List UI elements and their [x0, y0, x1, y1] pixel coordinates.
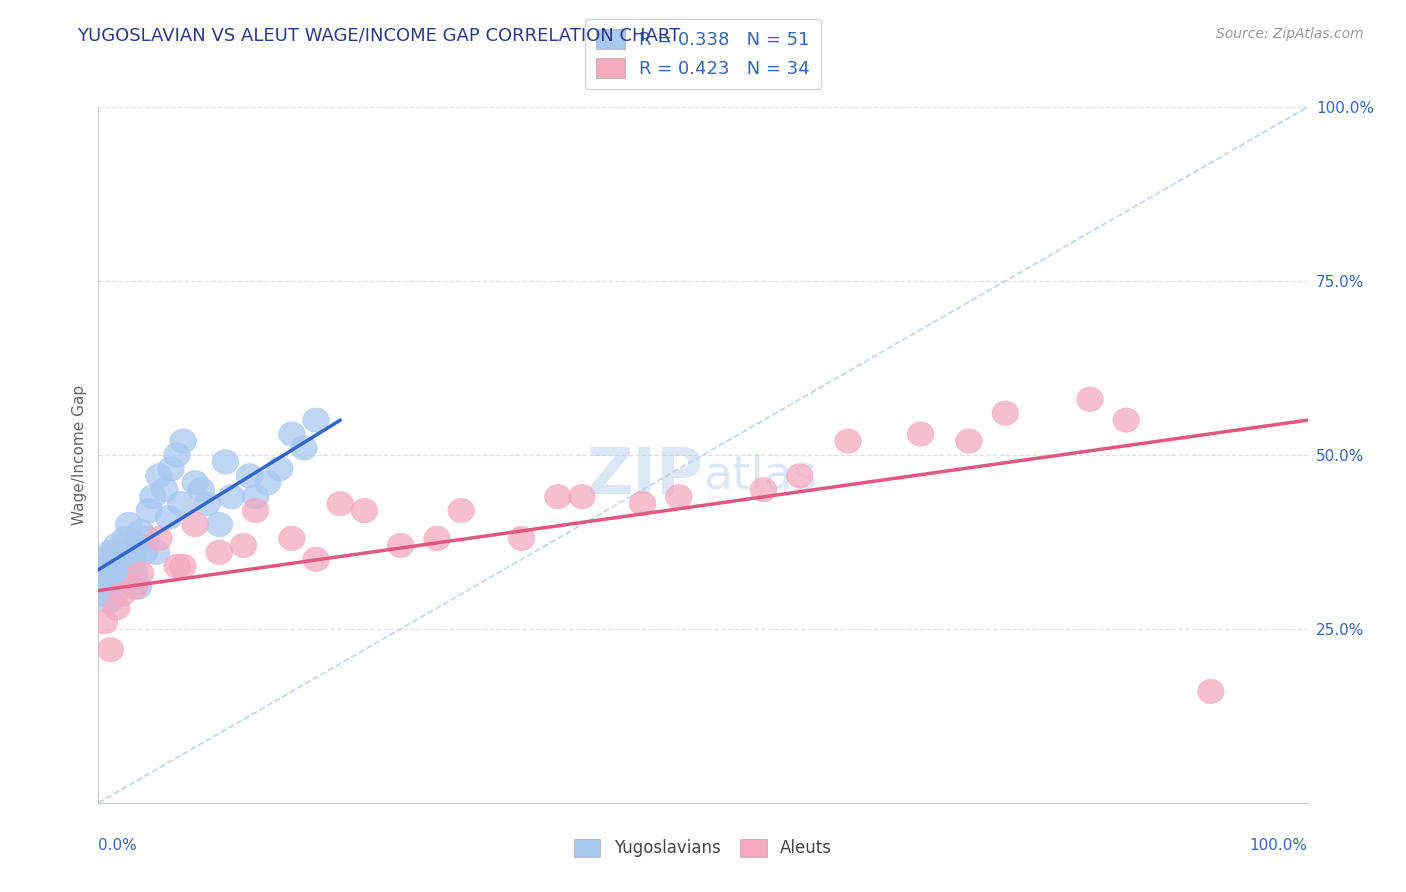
Ellipse shape [302, 547, 329, 572]
Ellipse shape [181, 471, 208, 495]
Ellipse shape [152, 477, 179, 502]
Ellipse shape [136, 499, 163, 523]
Ellipse shape [97, 638, 124, 662]
Ellipse shape [134, 526, 160, 550]
Ellipse shape [111, 526, 138, 550]
Ellipse shape [835, 429, 862, 453]
Ellipse shape [170, 429, 197, 453]
Ellipse shape [267, 457, 292, 481]
Ellipse shape [103, 596, 129, 620]
Ellipse shape [157, 457, 184, 481]
Ellipse shape [121, 561, 148, 585]
Ellipse shape [207, 541, 232, 565]
Ellipse shape [104, 568, 131, 592]
Ellipse shape [90, 582, 117, 607]
Ellipse shape [120, 547, 146, 572]
Ellipse shape [110, 541, 136, 565]
Ellipse shape [1114, 408, 1139, 433]
Text: YUGOSLAVIAN VS ALEUT WAGE/INCOME GAP CORRELATION CHART: YUGOSLAVIAN VS ALEUT WAGE/INCOME GAP COR… [77, 27, 681, 45]
Ellipse shape [101, 547, 128, 572]
Ellipse shape [89, 561, 115, 585]
Ellipse shape [163, 554, 190, 578]
Ellipse shape [146, 526, 172, 550]
Ellipse shape [352, 499, 378, 523]
Ellipse shape [128, 519, 155, 543]
Ellipse shape [1198, 680, 1225, 704]
Ellipse shape [97, 541, 124, 565]
Ellipse shape [112, 554, 139, 578]
Ellipse shape [423, 526, 450, 550]
Text: 0.0%: 0.0% [98, 838, 138, 853]
Ellipse shape [254, 471, 281, 495]
Ellipse shape [110, 582, 136, 607]
Ellipse shape [105, 554, 132, 578]
Ellipse shape [218, 484, 245, 508]
Ellipse shape [125, 575, 152, 599]
Ellipse shape [907, 422, 934, 446]
Ellipse shape [231, 533, 257, 558]
Ellipse shape [188, 477, 215, 502]
Ellipse shape [544, 484, 571, 508]
Ellipse shape [131, 541, 157, 565]
Text: 100.0%: 100.0% [1250, 838, 1308, 853]
Ellipse shape [1077, 387, 1104, 411]
Ellipse shape [146, 464, 172, 488]
Ellipse shape [94, 568, 120, 592]
Ellipse shape [509, 526, 534, 550]
Ellipse shape [449, 499, 474, 523]
Ellipse shape [91, 610, 118, 634]
Ellipse shape [100, 561, 127, 585]
Ellipse shape [328, 491, 353, 516]
Ellipse shape [94, 554, 121, 578]
Text: Source: ZipAtlas.com: Source: ZipAtlas.com [1216, 27, 1364, 41]
Ellipse shape [956, 429, 983, 453]
Ellipse shape [993, 401, 1018, 425]
Ellipse shape [278, 422, 305, 446]
Ellipse shape [181, 512, 208, 537]
Ellipse shape [163, 442, 190, 467]
Ellipse shape [98, 575, 125, 599]
Ellipse shape [786, 464, 813, 488]
Ellipse shape [665, 484, 692, 508]
Ellipse shape [96, 589, 122, 613]
Ellipse shape [167, 491, 194, 516]
Ellipse shape [139, 484, 166, 508]
Ellipse shape [118, 561, 145, 585]
Ellipse shape [115, 512, 142, 537]
Ellipse shape [194, 491, 221, 516]
Ellipse shape [751, 477, 776, 502]
Ellipse shape [242, 499, 269, 523]
Ellipse shape [155, 506, 181, 530]
Ellipse shape [103, 582, 129, 607]
Text: ZIP: ZIP [586, 445, 703, 507]
Legend: Yugoslavians, Aleuts: Yugoslavians, Aleuts [567, 832, 839, 864]
Ellipse shape [128, 561, 155, 585]
Ellipse shape [91, 547, 118, 572]
Ellipse shape [143, 541, 170, 565]
Ellipse shape [242, 484, 269, 508]
Ellipse shape [236, 464, 263, 488]
Ellipse shape [93, 575, 120, 599]
Ellipse shape [212, 450, 239, 474]
Ellipse shape [388, 533, 413, 558]
Ellipse shape [291, 436, 318, 460]
Y-axis label: Wage/Income Gap: Wage/Income Gap [72, 384, 87, 525]
Ellipse shape [302, 408, 329, 433]
Ellipse shape [278, 526, 305, 550]
Ellipse shape [170, 554, 197, 578]
Ellipse shape [569, 484, 595, 508]
Ellipse shape [630, 491, 655, 516]
Ellipse shape [124, 533, 150, 558]
Ellipse shape [121, 575, 148, 599]
Ellipse shape [103, 533, 129, 558]
Ellipse shape [207, 512, 232, 537]
Ellipse shape [107, 568, 134, 592]
Text: atlas: atlas [703, 453, 817, 499]
